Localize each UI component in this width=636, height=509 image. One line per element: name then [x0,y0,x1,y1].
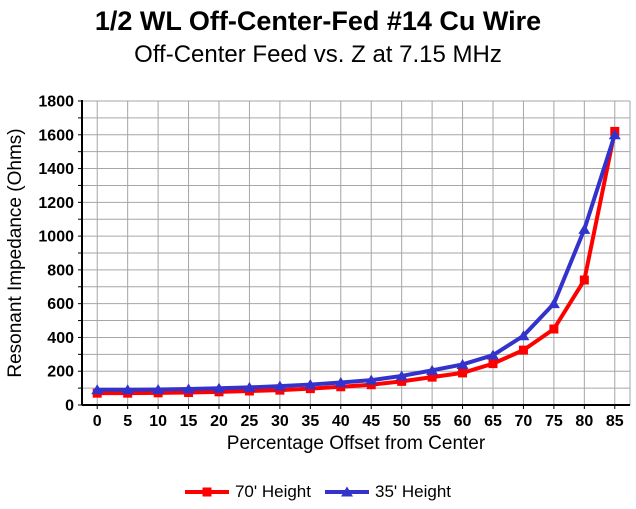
legend-item-35-height: 35' Height [325,482,451,502]
plot-area: 0 200 400 600 800 1000 1200 1400 1600 1800 0 5 10 15 2… [38,94,631,430]
x-tick-label: 40 [332,413,350,430]
series-marker-square-70-height [549,324,559,334]
x-tick-label: 75 [545,413,563,430]
legend-marker-triangle [325,486,369,497]
series-marker-triangle-35-height [304,379,317,390]
y-tick-label: 1800 [38,94,74,111]
x-tick-label: 5 [123,413,132,430]
x-tick-label: 80 [575,413,593,430]
y-tick-label: 800 [47,262,74,279]
chart-title: 1/2 WL Off-Center-Fed #14 Cu Wire [94,6,542,36]
x-tick-label: 10 [149,413,167,430]
series-marker-triangle-35-height [426,364,439,375]
x-tick-label: 70 [515,413,533,430]
y-tick-label: 1400 [38,161,74,178]
series-marker-square-70-height [579,275,589,285]
legend-label: 35' Height [375,482,452,501]
x-tick-label: 35 [301,413,319,430]
x-tick-label: 20 [210,413,228,430]
series-marker-triangle-35-height [517,330,530,341]
x-tick-label: 50 [393,413,411,430]
series-marker-triangle-35-height [334,377,347,388]
legend: 70' Height 35' Height [0,482,636,502]
series-marker-triangle-35-height [121,384,134,395]
legend-marker-square [184,487,229,497]
series-marker-triangle-35-height [578,223,591,234]
series-marker-square-70-height [366,380,376,390]
series-marker-triangle-35-height [273,380,286,391]
x-tick-label: 45 [362,413,380,430]
series-marker-triangle-35-height [91,384,104,395]
y-tick-label: 1600 [38,127,74,144]
y-tick-label: 200 [47,364,74,381]
x-axis-title: Percentage Offset from Center [226,433,486,454]
series-marker-triangle-35-height [456,358,469,369]
series-marker-triangle-35-height [395,370,408,381]
x-tick-label: 55 [423,413,441,430]
series-marker-square-70-height [427,372,437,382]
y-tick-label: 1000 [38,229,74,246]
y-tick-label: 0 [65,398,74,415]
series-line-35-height [97,134,617,392]
legend-item-70-height: 70' Height [184,482,311,502]
series-marker-triangle-35-height [608,129,621,140]
chart-subtitle: Off-Center Feed vs. Z at 7.15 MHz [134,41,502,68]
series-marker-square-70-height [488,359,498,369]
y-tick-label: 400 [47,330,74,347]
series-marker-square-70-height [458,368,468,378]
series-marker-triangle-35-height [547,298,560,309]
y-tick-label: 600 [47,296,74,313]
series-marker-triangle-35-height [487,349,499,360]
series-marker-triangle-35-height [182,383,195,394]
legend-label: 70' Height [234,482,311,501]
x-tick-label: 25 [241,413,259,430]
x-tick-label: 30 [271,413,289,430]
x-tick-label: 15 [180,413,198,430]
x-tick-label: 85 [606,413,624,430]
y-tick-label: 1200 [38,195,74,212]
x-tick-label: 0 [93,413,102,430]
series-marker-triangle-35-height [365,374,378,385]
x-tick-label: 60 [454,413,472,430]
series-marker-square-70-height [518,345,528,355]
series-marker-square-70-height [397,376,407,386]
x-tick-label: 65 [484,413,502,430]
series-marker-triangle-35-height [152,383,165,394]
series-marker-triangle-35-height [213,382,225,393]
series-marker-triangle-35-height [243,381,256,392]
